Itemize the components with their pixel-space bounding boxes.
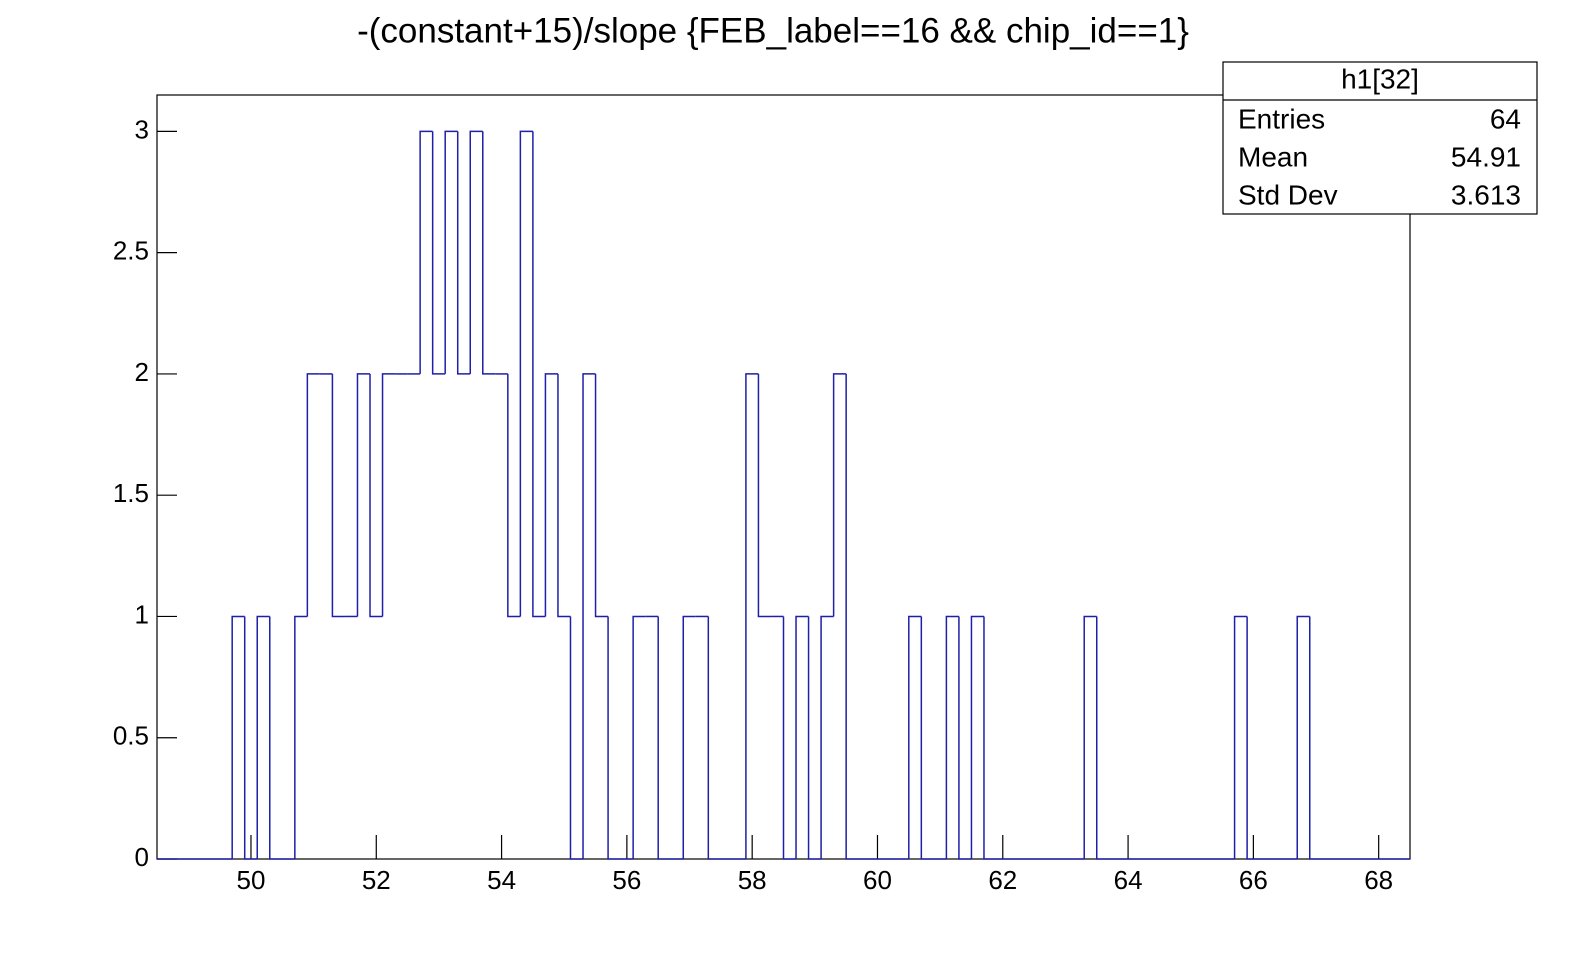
- stats-label: Entries: [1238, 103, 1325, 134]
- histogram-bin: [331, 373, 345, 618]
- y-tick-label: 0: [135, 842, 149, 872]
- histogram-bin: [1083, 615, 1097, 859]
- histogram-bin: [795, 615, 809, 859]
- y-tick-label: 2: [135, 357, 149, 387]
- y-tick-label: 0.5: [113, 721, 149, 751]
- histogram-bin: [782, 616, 797, 860]
- histogram-bin: [807, 616, 822, 860]
- histogram-bin: [958, 616, 972, 860]
- histogram-bin: [306, 373, 320, 617]
- y-tick-label: 1.5: [113, 478, 149, 508]
- histogram-bin: [820, 615, 834, 859]
- histogram-bin: [231, 615, 245, 859]
- histogram-bin: [1309, 616, 1323, 860]
- stats-box: h1[32] Entries 64 Mean 54.91 Std Dev 3.6…: [1222, 61, 1538, 215]
- x-tick-label: 68: [1364, 865, 1393, 895]
- histogram-bin: [832, 373, 847, 617]
- histogram-bin: [544, 373, 558, 617]
- histogram-bin: [369, 373, 383, 618]
- histogram-bin: [557, 373, 571, 618]
- histogram-bin: [469, 130, 483, 374]
- chart-title: -(constant+15)/slope {FEB_label==16 && c…: [357, 11, 1189, 50]
- y-tick-label: 1: [135, 599, 149, 629]
- x-tick-label: 52: [362, 865, 391, 895]
- histogram-bin: [970, 615, 984, 859]
- histogram-bin: [945, 615, 959, 859]
- x-tick-label: 60: [863, 865, 892, 895]
- histogram-bin: [532, 131, 546, 618]
- histogram-bin: [569, 616, 584, 860]
- x-tick-label: 50: [237, 865, 266, 895]
- histogram-bin: [594, 373, 609, 618]
- histogram-bin: [1296, 615, 1310, 859]
- histogram-bin: [381, 373, 396, 617]
- x-tick-label: 54: [487, 865, 516, 895]
- stats-title: h1[32]: [1341, 63, 1419, 94]
- histogram-bin: [1233, 615, 1248, 859]
- histogram-bin: [243, 616, 258, 860]
- histogram-bin: [456, 131, 471, 375]
- histogram-bin: [256, 615, 270, 859]
- histogram-bin: [1246, 616, 1260, 860]
- histogram-bin: [356, 373, 371, 617]
- histogram-bin: [607, 616, 621, 860]
- histogram-bin: [845, 373, 859, 860]
- x-tick-label: 58: [738, 865, 767, 895]
- stats-value: 3.613: [1451, 179, 1521, 210]
- y-tick-label: 3: [135, 114, 149, 144]
- histogram-bin: [269, 616, 283, 860]
- stats-label: Std Dev: [1238, 179, 1338, 210]
- x-tick-label: 56: [612, 865, 641, 895]
- histogram-bin: [482, 131, 496, 375]
- histogram-bin: [983, 616, 997, 860]
- x-tick-label: 62: [988, 865, 1017, 895]
- histogram-bin: [632, 615, 646, 859]
- histogram-bin: [920, 616, 934, 860]
- stats-frame: [1222, 61, 1538, 215]
- histogram-bin: [444, 130, 458, 374]
- histogram-bin: [908, 615, 922, 859]
- histogram-bin: [431, 131, 446, 375]
- histogram-bin: [682, 615, 696, 859]
- histogram-bin: [745, 373, 759, 859]
- histogram-bin: [519, 130, 533, 617]
- histogram-bin: [707, 616, 721, 860]
- y-tick-label: 2.5: [113, 236, 149, 266]
- stats-value: 54.91: [1451, 141, 1521, 172]
- x-tick-label: 66: [1239, 865, 1268, 895]
- histogram-bin: [419, 130, 433, 374]
- histogram-bin: [582, 373, 596, 859]
- stats-label: Mean: [1238, 141, 1308, 172]
- histogram-bin: [1096, 616, 1110, 860]
- histogram-bin: [757, 373, 771, 618]
- x-tick-label: 64: [1114, 865, 1143, 895]
- histogram-bin: [507, 373, 521, 618]
- histogram-bin: [657, 616, 671, 860]
- stats-value: 64: [1490, 103, 1521, 134]
- histogram-bin: [294, 615, 308, 859]
